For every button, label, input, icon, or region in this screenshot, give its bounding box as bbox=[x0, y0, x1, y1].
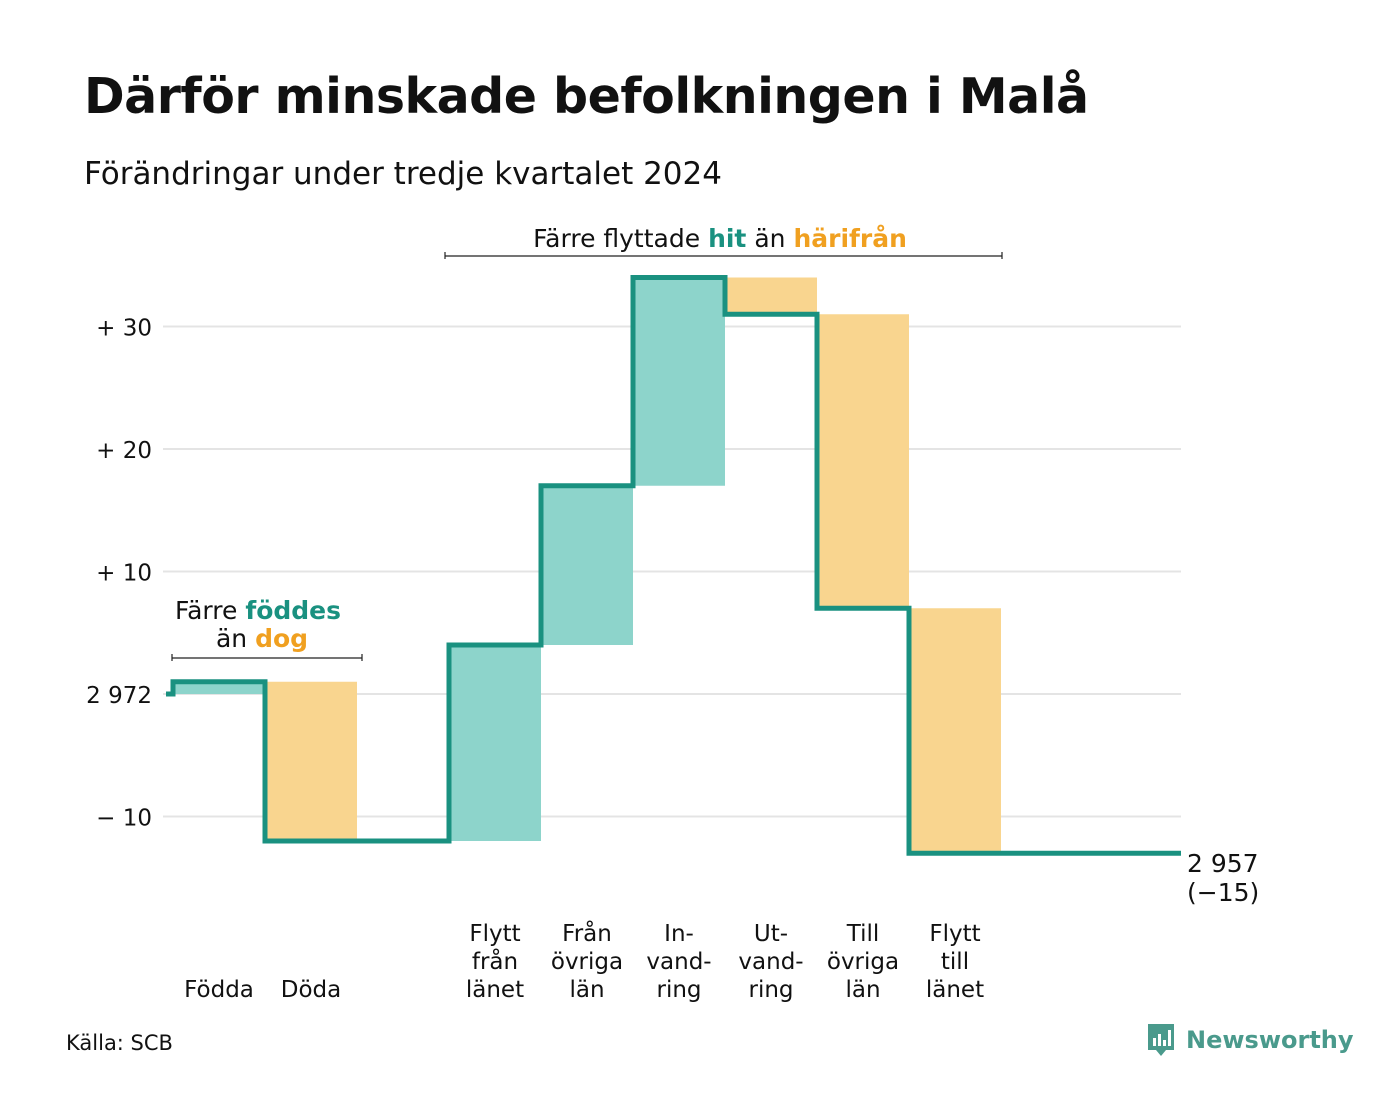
chart-title: Därför minskade befolkningen i Malå bbox=[84, 68, 1089, 125]
newsworthy-logo-icon bbox=[1148, 1024, 1174, 1056]
bar-0 bbox=[173, 681, 265, 694]
category-label-4-0: Från bbox=[562, 919, 612, 947]
category-label-4-1: övriga bbox=[551, 949, 623, 975]
bar-6 bbox=[725, 277, 817, 315]
births-annotation: Färre föddes än dog bbox=[171, 596, 363, 661]
category-label-8-0: Flytt bbox=[929, 921, 980, 947]
category-label-7-1: övriga bbox=[827, 949, 899, 975]
change-bars bbox=[173, 277, 1001, 854]
end-value-label: 2 957 bbox=[1187, 849, 1259, 878]
category-label-6-2: ring bbox=[748, 977, 793, 1003]
y-tick-label-4: − 10 bbox=[96, 806, 152, 832]
category-label-6-1: vand- bbox=[738, 949, 803, 975]
population-step-line bbox=[166, 275, 1181, 856]
category-label-7-0: Till bbox=[846, 921, 880, 947]
category-label-5-1: vand- bbox=[646, 949, 711, 975]
category-label-8-2: länet bbox=[926, 977, 984, 1003]
y-tick-label-3: 2 972 bbox=[86, 683, 152, 709]
y-tick-label-1: + 20 bbox=[96, 438, 152, 464]
births-annotation-line1: Färre föddes bbox=[175, 596, 341, 625]
category-label-3-1: från bbox=[472, 947, 518, 975]
bar-4 bbox=[541, 485, 633, 645]
moves-bracket bbox=[444, 252, 1003, 259]
moves-annotation: Färre flyttade hit än härifrån bbox=[444, 224, 1003, 259]
category-label-4-2: län bbox=[569, 977, 604, 1003]
category-label-5-2: ring bbox=[656, 977, 701, 1003]
end-change-label: (−15) bbox=[1187, 878, 1259, 907]
bar-5 bbox=[633, 277, 725, 486]
source-note: Källa: SCB bbox=[66, 1031, 173, 1055]
bar-8 bbox=[909, 608, 1001, 854]
births-bracket bbox=[171, 654, 363, 661]
category-label-0-0: Födda bbox=[184, 977, 254, 1003]
category-labels: Födda DödaFlyttfrånlänetFrånövrigalänIn-v… bbox=[184, 919, 984, 1003]
y-tick-label-2: + 10 bbox=[96, 561, 152, 587]
y-tick-label-0: + 30 bbox=[96, 316, 152, 342]
brand-name: Newsworthy bbox=[1186, 1026, 1354, 1054]
bar-3 bbox=[449, 645, 541, 841]
brand-logo[interactable]: Newsworthy bbox=[1146, 1022, 1354, 1058]
births-annotation-line2: än dog bbox=[216, 624, 308, 653]
bar-1 bbox=[265, 681, 357, 841]
category-label-6-0: Ut- bbox=[754, 921, 788, 947]
category-label-1-0: Döda bbox=[281, 977, 341, 1003]
category-label-3-2: länet bbox=[466, 977, 524, 1003]
bar-7 bbox=[817, 314, 909, 609]
category-label-7-2: län bbox=[845, 977, 880, 1003]
category-label-8-1: till bbox=[941, 949, 969, 975]
category-label-3-0: Flytt bbox=[469, 921, 520, 947]
moves-annotation-text: Färre flyttade hit än härifrån bbox=[533, 224, 907, 253]
chart-subtitle: Förändringar under tredje kvartalet 2024 bbox=[84, 156, 722, 192]
population-line bbox=[166, 275, 1181, 856]
category-label-5-0: In- bbox=[664, 921, 694, 947]
y-axis-ticks: + 30 + 20 + 10 2 972 − 10 bbox=[86, 316, 152, 832]
